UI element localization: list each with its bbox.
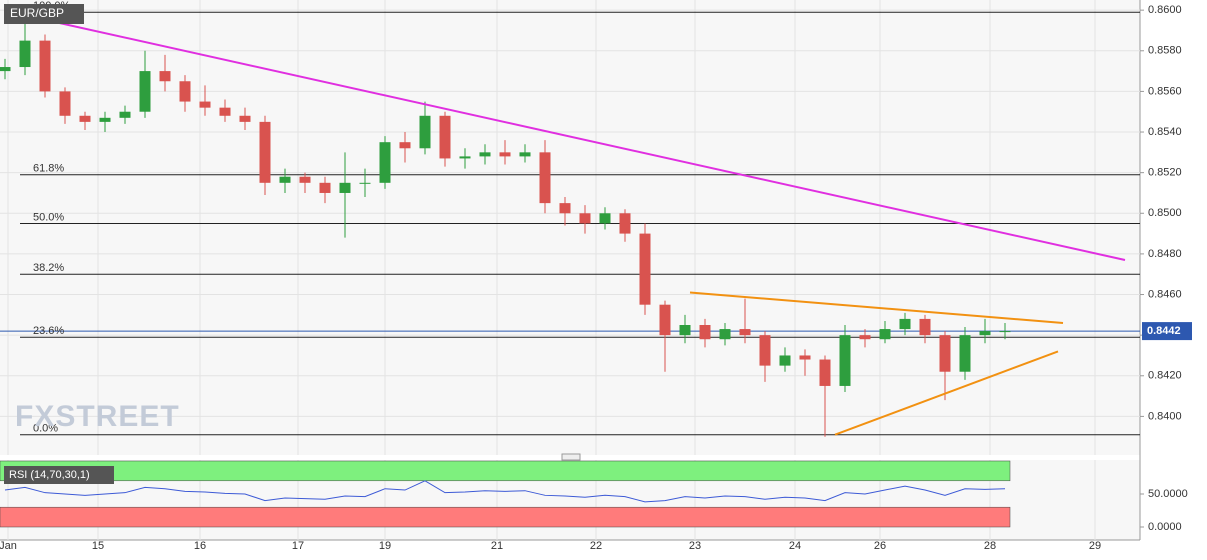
candle-body	[639, 233, 651, 305]
candle-body	[299, 176, 311, 183]
candle-body	[179, 81, 191, 102]
y-tick-label: 0.8540	[1148, 126, 1182, 138]
candle-body	[239, 115, 251, 122]
candle-body	[579, 213, 591, 224]
resize-handle[interactable]	[561, 453, 581, 461]
y-tick-label: 0.8520	[1148, 167, 1182, 179]
x-tick-label: 19	[379, 540, 391, 552]
trendline	[834, 350, 1059, 436]
x-tick-label: 21	[491, 540, 503, 552]
fib-label: 38.2%	[33, 262, 64, 274]
candle-body	[979, 331, 991, 336]
x-tick-label: 22	[590, 540, 602, 552]
candle-body	[199, 101, 211, 108]
candle-body	[939, 335, 951, 372]
candle-body	[859, 335, 871, 340]
candle-body	[359, 182, 371, 184]
candle-body	[0, 67, 11, 72]
y-tick-label: 0.8580	[1148, 45, 1182, 57]
watermark: FXSTREET	[15, 400, 180, 433]
candle-body	[39, 40, 51, 92]
candle-body	[619, 213, 631, 234]
candle-body	[159, 71, 171, 82]
candle-body	[559, 203, 571, 214]
price-panel	[0, 0, 1140, 455]
candle-body	[99, 117, 111, 122]
fib-label: 61.8%	[33, 163, 64, 175]
candle-body	[119, 111, 131, 118]
candle-body	[459, 156, 471, 159]
candle-body	[519, 152, 531, 157]
y-tick-label: 0.8560	[1148, 85, 1182, 97]
rsi-band	[0, 460, 1011, 482]
candle-body	[799, 355, 811, 360]
candle-body	[599, 213, 611, 224]
candle-body	[319, 182, 331, 193]
y-tick-label: 0.8420	[1148, 370, 1182, 382]
fib-label: 50.0%	[33, 211, 64, 223]
candle-body	[959, 335, 971, 372]
candle-body	[379, 142, 391, 183]
candle-body	[479, 152, 491, 157]
candle-body	[819, 359, 831, 386]
rsi-line	[4, 480, 1006, 503]
fib-label: 23.6%	[33, 325, 64, 337]
x-tick-label: 29	[1089, 540, 1101, 552]
x-tick-label: 15	[92, 540, 104, 552]
candle-body	[139, 71, 151, 112]
candle-body	[839, 335, 851, 386]
x-tick-label: 26	[874, 540, 886, 552]
candle-body	[919, 318, 931, 336]
title-box	[4, 4, 84, 24]
y-tick-label: 0.0000	[1148, 521, 1182, 533]
candle-body	[59, 91, 71, 116]
candle-body	[679, 325, 691, 336]
y-tick-label: 50.0000	[1148, 488, 1188, 500]
candle-body	[739, 329, 751, 336]
last-price-label: 0.8442	[1147, 325, 1181, 337]
candle-body	[779, 355, 791, 366]
x-tick-label: 24	[789, 540, 801, 552]
trendline	[19, 13, 1126, 261]
chart-title: EUR/GBP	[10, 6, 64, 20]
candle-body	[279, 176, 291, 183]
rsi-band	[0, 506, 1011, 528]
candle-body	[539, 152, 551, 204]
y-tick-label: 0.8500	[1148, 207, 1182, 219]
candle-body	[659, 304, 671, 336]
y-tick-label: 0.8480	[1148, 248, 1182, 260]
x-tick-label: 23	[689, 540, 701, 552]
candle-body	[899, 318, 911, 330]
candle-body	[879, 329, 891, 340]
candle-body	[339, 182, 351, 193]
x-tick-label: 17	[292, 540, 304, 552]
trendline	[689, 291, 1064, 324]
y-tick-label: 0.8600	[1148, 4, 1182, 16]
candle-body	[759, 335, 771, 366]
last-price-box	[1142, 322, 1192, 341]
candle-body	[219, 107, 231, 116]
candle-body	[259, 121, 271, 183]
fib-label: 0.0%	[33, 423, 58, 435]
y-tick-label: 0.8400	[1148, 410, 1182, 422]
y-tick-label: 0.8460	[1148, 288, 1182, 300]
candle-body	[439, 115, 451, 159]
rsi-label: RSI (14,70,30,1)	[9, 469, 90, 481]
x-tick-label: 28	[984, 540, 996, 552]
candle-body	[79, 115, 91, 122]
x-tick-label: 16	[194, 540, 206, 552]
candle-body	[19, 40, 31, 68]
x-tick-label: Jan	[0, 540, 17, 552]
candle-body	[719, 329, 731, 340]
rsi-label-box	[4, 466, 114, 484]
candle-body	[999, 331, 1011, 333]
candle-body	[699, 325, 711, 340]
candle-body	[499, 152, 511, 157]
candle-body	[399, 142, 411, 149]
candle-body	[419, 115, 431, 149]
